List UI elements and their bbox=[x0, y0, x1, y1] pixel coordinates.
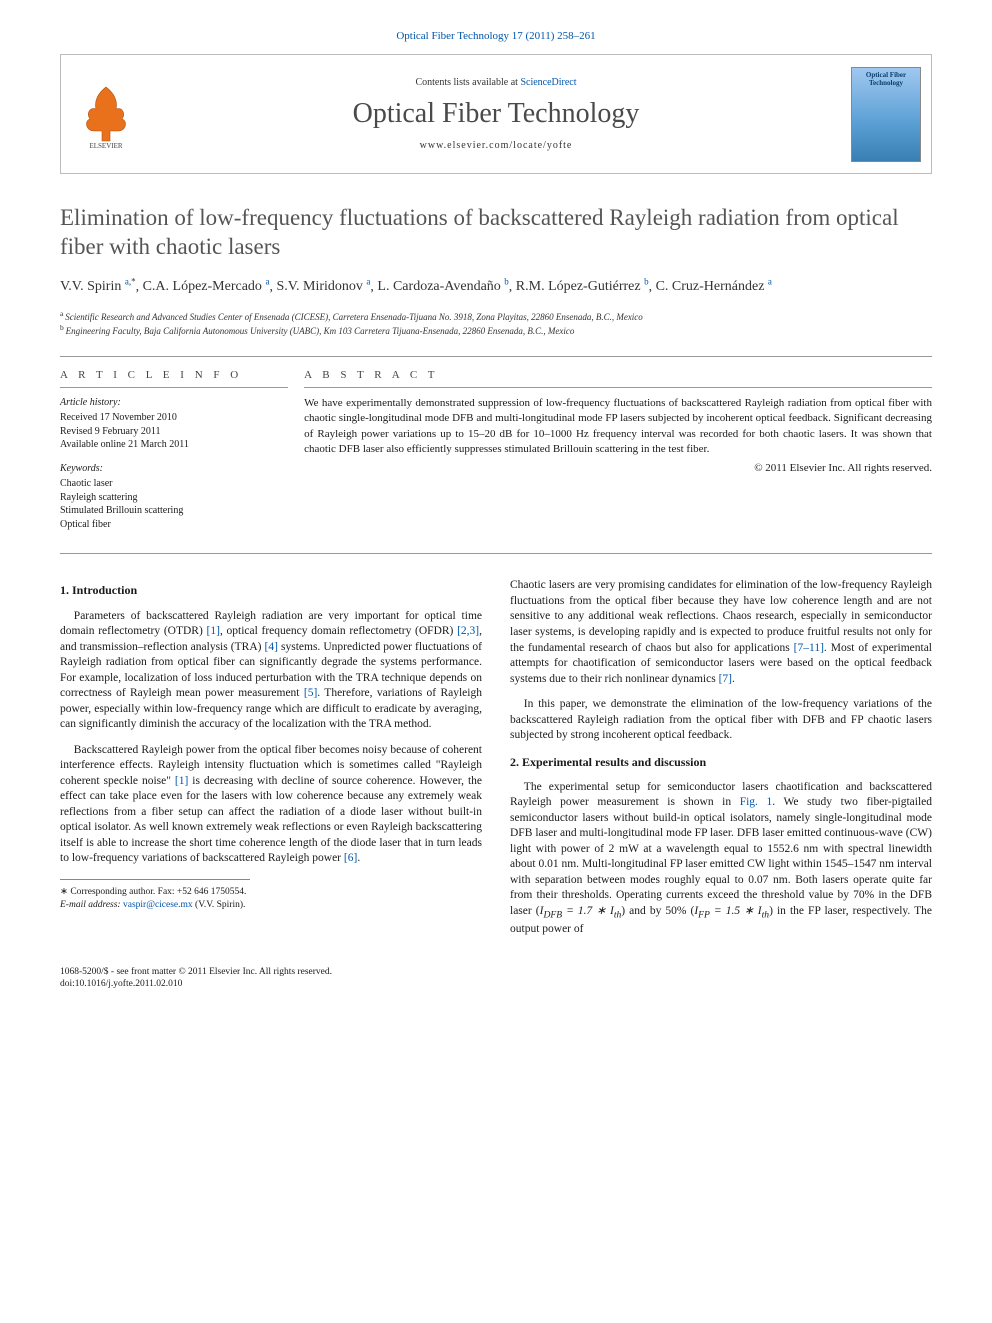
journal-cover-cell: Optical Fiber Technology bbox=[841, 55, 931, 173]
abstract-heading: a b s t r a c t bbox=[304, 369, 932, 388]
keyword-item: Rayleigh scattering bbox=[60, 491, 288, 505]
contents-available-line: Contents lists available at ScienceDirec… bbox=[415, 77, 576, 88]
author-affiliation-marker: a bbox=[265, 277, 269, 287]
history-revised: Revised 9 February 2011 bbox=[60, 425, 288, 439]
keyword-item: Stimulated Brillouin scattering bbox=[60, 504, 288, 518]
reference-link[interactable]: [4] bbox=[265, 641, 278, 653]
cover-title-text: Optical Fiber Technology bbox=[855, 71, 917, 87]
corresponding-marker: ,* bbox=[129, 277, 136, 287]
author-affiliation-marker: b bbox=[504, 277, 509, 287]
body-paragraph: Chaotic lasers are very promising candid… bbox=[510, 578, 932, 687]
author-name: R.M. López-Gutiérrez b bbox=[516, 279, 649, 294]
inline-formula: IFP = 1.5 ∗ Ith bbox=[694, 905, 769, 917]
article-info-heading: a r t i c l e i n f o bbox=[60, 369, 288, 388]
keyword-item: Chaotic laser bbox=[60, 477, 288, 491]
page-footer: 1068-5200/$ - see front matter © 2011 El… bbox=[60, 966, 932, 991]
author-name: S.V. Miridonov a bbox=[276, 279, 370, 294]
reference-link[interactable]: Fig. 1 bbox=[740, 796, 773, 808]
article-info-column: a r t i c l e i n f o Article history: R… bbox=[60, 357, 304, 554]
corresponding-email-link[interactable]: vaspir@cicese.mx bbox=[123, 900, 193, 910]
article-history-block: Article history: Received 17 November 20… bbox=[60, 396, 288, 452]
reference-link[interactable]: [1] bbox=[175, 775, 188, 787]
keywords-list: Chaotic laser Rayleigh scattering Stimul… bbox=[60, 477, 288, 531]
inline-formula: IDFB = 1.7 ∗ Ith bbox=[540, 905, 622, 917]
abstract-text: We have experimentally demonstrated supp… bbox=[304, 396, 932, 458]
history-received: Received 17 November 2010 bbox=[60, 411, 288, 425]
body-paragraph: Parameters of backscattered Rayleigh rad… bbox=[60, 609, 482, 733]
body-paragraph: The experimental setup for semiconductor… bbox=[510, 780, 932, 938]
contents-prefix: Contents lists available at bbox=[415, 77, 520, 88]
sciencedirect-link[interactable]: ScienceDirect bbox=[520, 77, 576, 88]
affiliation-key: a bbox=[60, 309, 65, 318]
body-paragraph: In this paper, we demonstrate the elimin… bbox=[510, 697, 932, 744]
author-affiliation-marker: b bbox=[644, 277, 649, 287]
reference-link[interactable]: [7] bbox=[719, 673, 732, 685]
reference-link[interactable]: [1] bbox=[207, 625, 220, 637]
section-heading-experimental: 2. Experimental results and discussion bbox=[510, 754, 932, 770]
body-paragraph: Backscattered Rayleigh power from the op… bbox=[60, 743, 482, 867]
author-name: L. Cardoza-Avendaño b bbox=[377, 279, 508, 294]
reference-link[interactable]: [5] bbox=[304, 687, 317, 699]
history-online: Available online 21 March 2011 bbox=[60, 438, 288, 452]
journal-name: Optical Fiber Technology bbox=[353, 98, 640, 130]
section-heading-intro: 1. Introduction bbox=[60, 582, 482, 598]
reference-link[interactable]: [2,3] bbox=[457, 625, 479, 637]
journal-header: ELSEVIER Contents lists available at Sci… bbox=[60, 54, 932, 174]
author-name: C. Cruz-Hernández a bbox=[656, 279, 772, 294]
journal-cover-thumbnail: Optical Fiber Technology bbox=[851, 67, 921, 162]
email-label: E-mail address: bbox=[60, 900, 123, 910]
authors-line: V.V. Spirin a,*, C.A. López-Mercado a, S… bbox=[60, 276, 932, 297]
keywords-block: Keywords: Chaotic laser Rayleigh scatter… bbox=[60, 462, 288, 532]
author-affiliation-marker: a bbox=[768, 277, 772, 287]
email-line: E-mail address: vaspir@cicese.mx (V.V. S… bbox=[60, 899, 482, 912]
email-who: (V.V. Spirin). bbox=[193, 900, 246, 910]
author-affiliation-marker: a bbox=[366, 277, 370, 287]
keyword-item: Optical fiber bbox=[60, 518, 288, 532]
elsevier-tree-icon: ELSEVIER bbox=[76, 79, 136, 149]
footer-doi: doi:10.1016/j.yofte.2011.02.010 bbox=[60, 978, 932, 990]
author-name: V.V. Spirin a,* bbox=[60, 279, 136, 294]
author-name: C.A. López-Mercado a bbox=[143, 279, 270, 294]
article-history-label: Article history: bbox=[60, 396, 288, 410]
svg-text:ELSEVIER: ELSEVIER bbox=[89, 142, 122, 149]
footnote-separator bbox=[60, 879, 250, 880]
article-title: Elimination of low-frequency fluctuation… bbox=[60, 204, 932, 262]
article-body: 1. Introduction Parameters of backscatte… bbox=[60, 578, 932, 947]
publisher-logo-cell: ELSEVIER bbox=[61, 55, 151, 173]
affiliation-line: a Scientific Research and Advanced Studi… bbox=[60, 309, 932, 324]
footnotes-block: ∗ Corresponding author. Fax: +52 646 175… bbox=[60, 886, 482, 912]
reference-link[interactable]: [7–11] bbox=[794, 642, 824, 654]
affiliation-line: b Engineering Faculty, Baja California A… bbox=[60, 323, 932, 338]
abstract-column: a b s t r a c t We have experimentally d… bbox=[304, 357, 932, 554]
journal-header-center: Contents lists available at ScienceDirec… bbox=[151, 55, 841, 173]
info-abstract-row: a r t i c l e i n f o Article history: R… bbox=[60, 356, 932, 555]
corresponding-author-note: ∗ Corresponding author. Fax: +52 646 175… bbox=[60, 886, 482, 899]
affiliation-key: b bbox=[60, 323, 66, 332]
affiliations-block: a Scientific Research and Advanced Studi… bbox=[60, 309, 932, 338]
citation-link[interactable]: Optical Fiber Technology 17 (2011) 258–2… bbox=[396, 30, 595, 42]
journal-locate-url: www.elsevier.com/locate/yofte bbox=[420, 140, 573, 151]
abstract-copyright: © 2011 Elsevier Inc. All rights reserved… bbox=[304, 462, 932, 474]
keywords-label: Keywords: bbox=[60, 462, 288, 476]
footer-front-matter: 1068-5200/$ - see front matter © 2011 El… bbox=[60, 966, 932, 978]
top-citation: Optical Fiber Technology 17 (2011) 258–2… bbox=[60, 30, 932, 42]
reference-link[interactable]: [6] bbox=[344, 852, 357, 864]
